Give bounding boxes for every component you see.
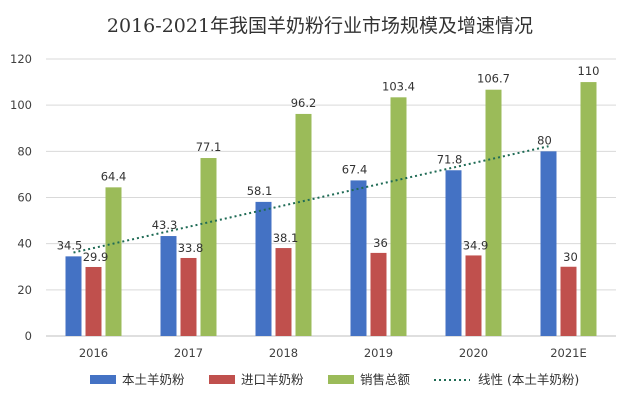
data-label: 29.9 — [83, 250, 109, 264]
y-tick-label: 80 — [17, 144, 32, 158]
bar — [85, 266, 102, 336]
bar — [180, 257, 197, 336]
y-tick-label: 40 — [17, 237, 32, 251]
data-label: 106.7 — [477, 72, 510, 86]
x-tick-label: 2020 — [459, 346, 488, 360]
x-tick-label: 2021E — [550, 346, 587, 360]
bar — [275, 248, 292, 336]
data-label: 34.9 — [463, 238, 489, 252]
data-label: 33.8 — [178, 241, 204, 255]
x-tick-label: 2016 — [79, 346, 108, 360]
chart-title: 2016-2021年我国羊奶粉行业市场规模及增速情况 — [107, 15, 533, 37]
data-label: 34.5 — [57, 238, 83, 252]
x-tick-label: 2018 — [269, 346, 298, 360]
data-label: 96.2 — [291, 96, 317, 110]
legend-label: 本土羊奶粉 — [122, 372, 185, 387]
data-label: 71.8 — [437, 152, 463, 166]
bar — [540, 151, 557, 336]
y-tick-label: 20 — [17, 283, 32, 297]
bar — [370, 252, 387, 336]
data-label: 64.4 — [101, 169, 127, 183]
data-label: 80 — [537, 133, 552, 147]
bar — [580, 82, 597, 336]
data-label: 110 — [578, 64, 600, 78]
legend-label: 销售总额 — [360, 372, 411, 387]
y-tick-label: 120 — [10, 52, 32, 66]
bar — [105, 187, 122, 336]
y-tick-label: 100 — [10, 98, 32, 112]
bar — [445, 170, 462, 336]
data-label: 43.3 — [152, 218, 178, 232]
legend-swatch — [90, 375, 116, 384]
legend: 本土羊奶粉 进口羊奶粉 销售总额 线性 (本土羊奶粉) — [90, 372, 579, 387]
data-label: 36 — [373, 236, 388, 250]
bar — [255, 201, 272, 336]
bar — [485, 89, 502, 336]
bar — [65, 256, 82, 336]
bar — [200, 158, 217, 336]
data-label: 38.1 — [273, 231, 299, 245]
axes: 0 20 40 60 80 100 120 2016 2017 2018 2019 2020 2021E — [10, 52, 616, 360]
x-tick-label: 2019 — [364, 346, 393, 360]
bars — [65, 82, 597, 337]
legend-swatch — [328, 375, 354, 384]
bar — [295, 113, 312, 337]
legend-label: 进口羊奶粉 — [241, 372, 304, 387]
legend-swatch — [209, 375, 235, 384]
bar — [560, 266, 577, 336]
x-tick-label: 2017 — [174, 346, 203, 360]
data-label: 30 — [563, 250, 578, 264]
y-tick-label: 0 — [25, 329, 32, 343]
bar — [465, 255, 482, 336]
trendline — [73, 145, 549, 254]
trendline-line — [73, 145, 549, 254]
data-label: 77.1 — [196, 140, 222, 154]
bar — [390, 97, 407, 337]
bar — [160, 236, 177, 336]
y-tick-label: 60 — [17, 191, 32, 205]
data-label: 67.4 — [342, 162, 368, 176]
data-labels: 34.529.9 64.4 43.333.8 77.1 58.1 38.1 96.2 67.4… — [57, 64, 600, 264]
legend-label: 线性 (本土羊奶粉) — [478, 372, 579, 387]
bar — [350, 180, 367, 336]
data-label: 103.4 — [382, 79, 415, 93]
data-label: 58.1 — [247, 184, 273, 198]
gridlines — [46, 58, 616, 337]
